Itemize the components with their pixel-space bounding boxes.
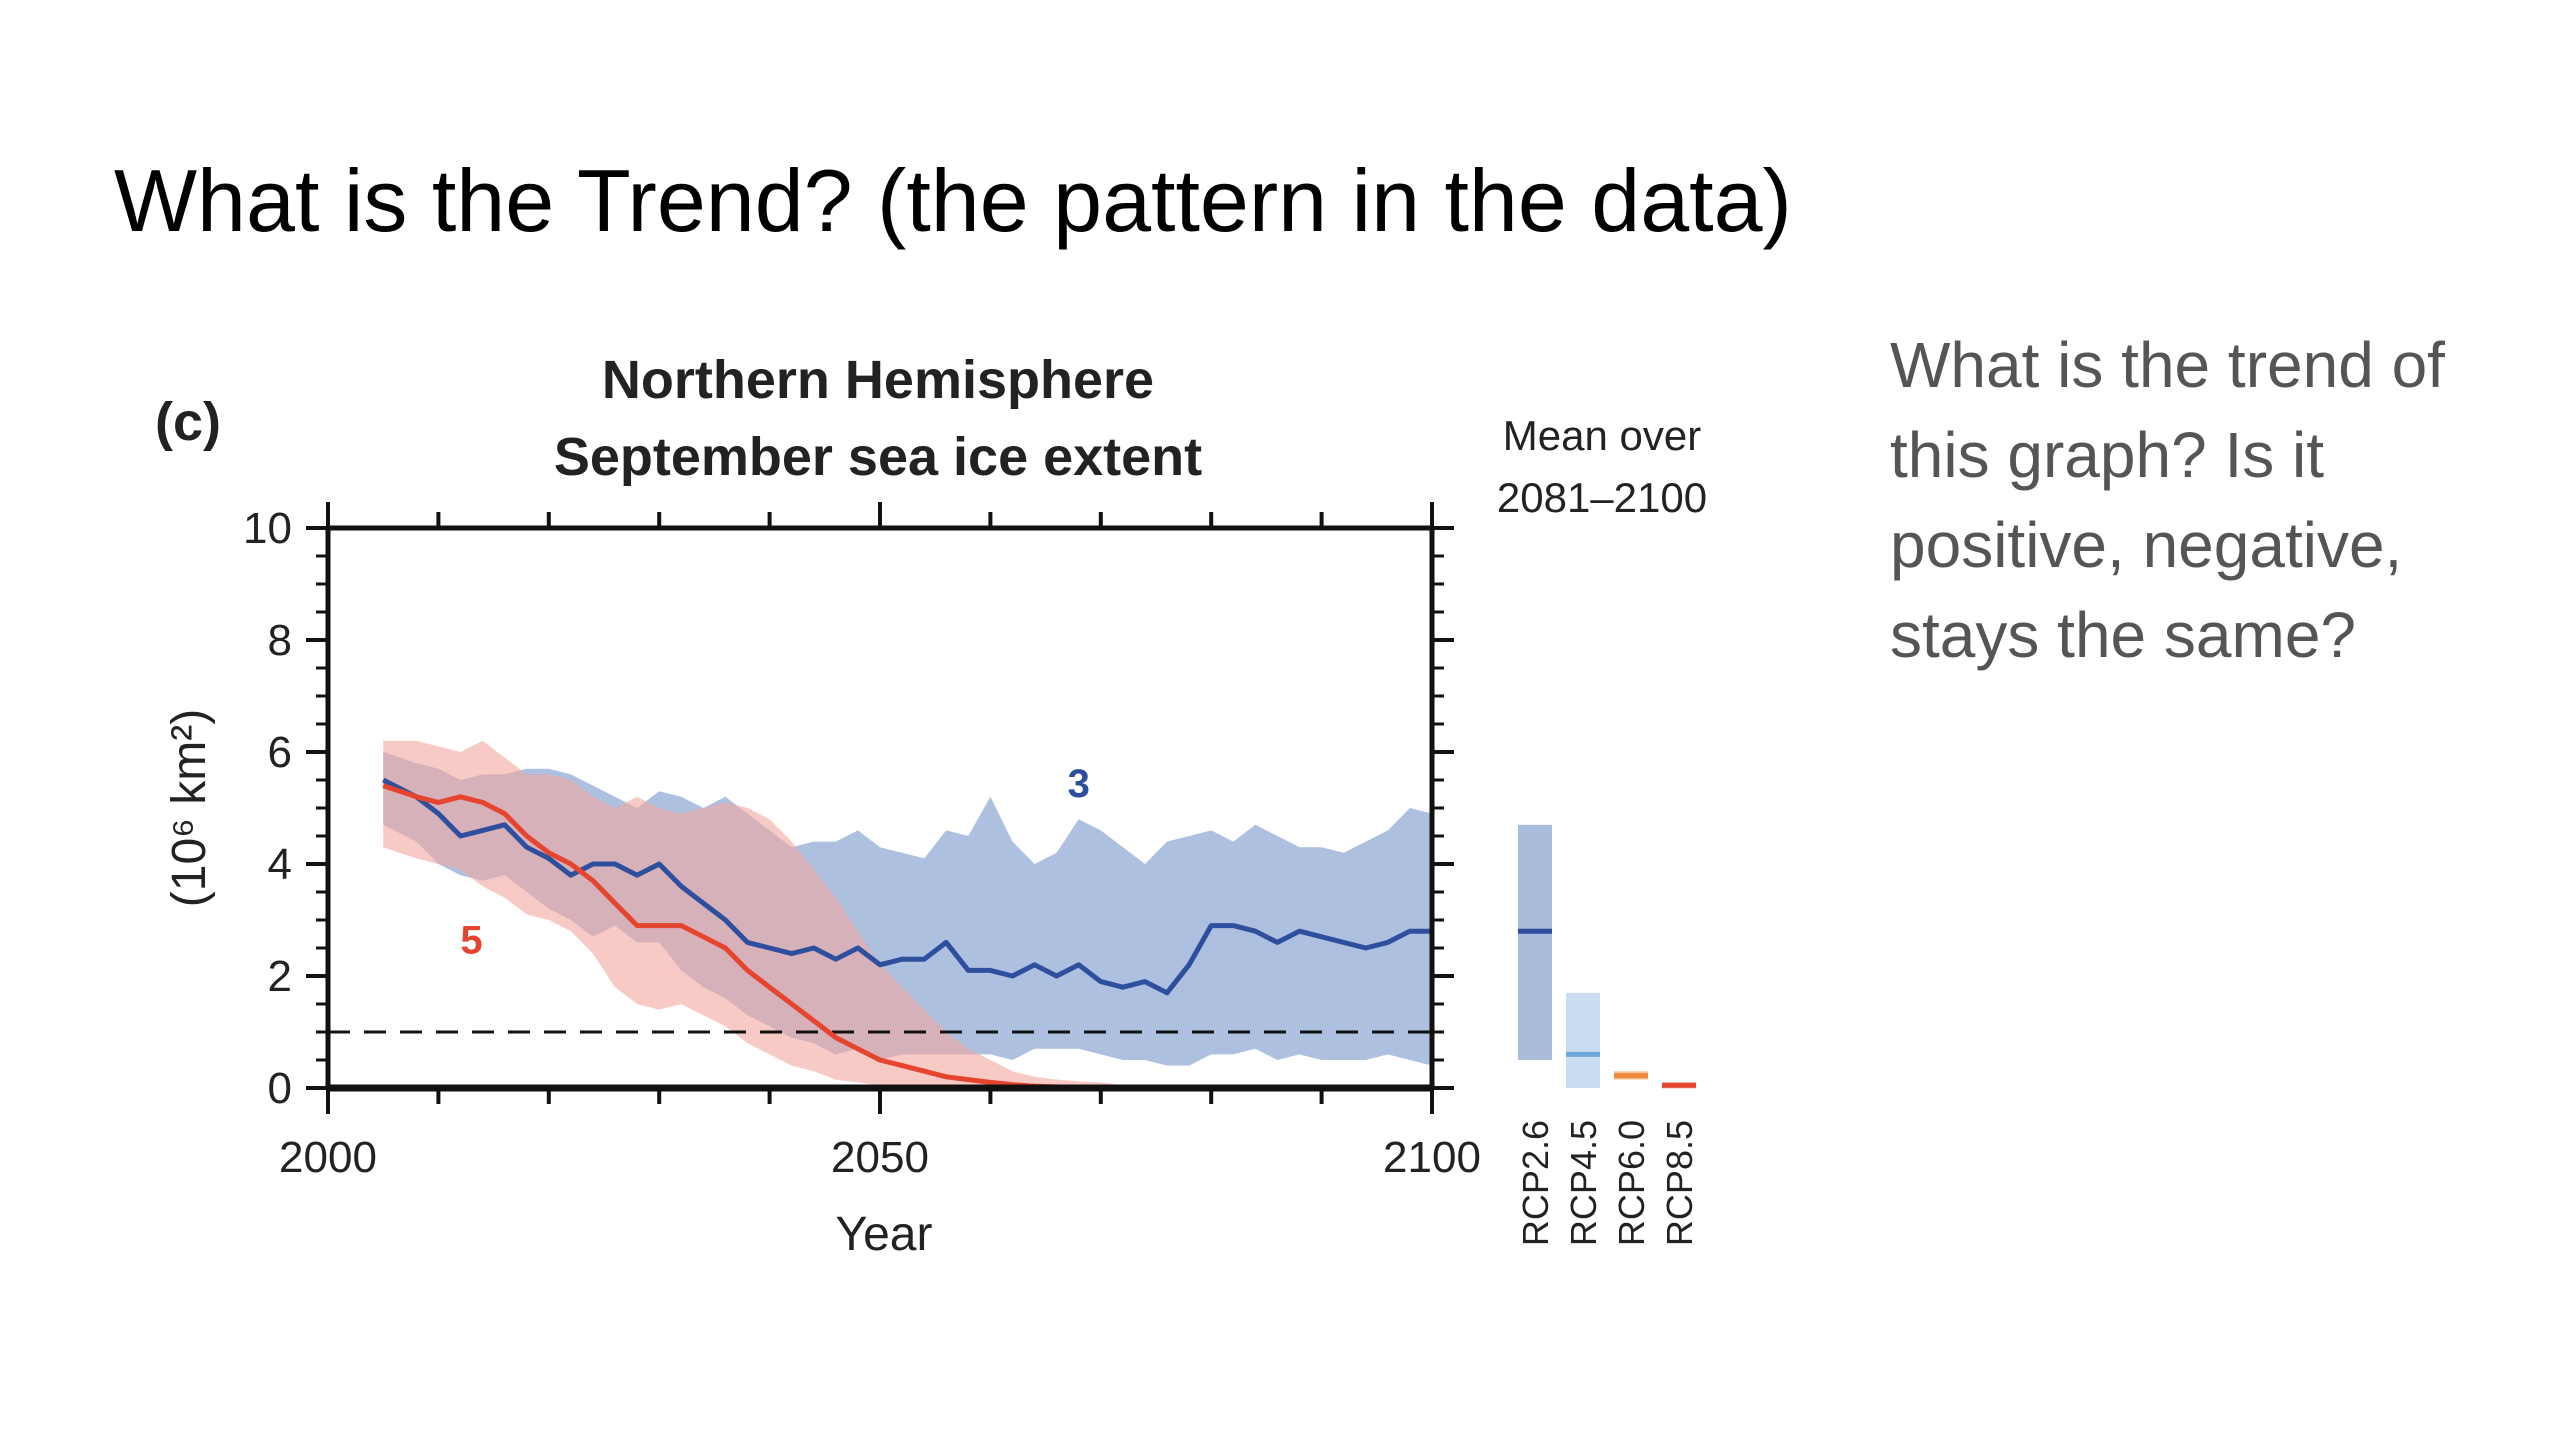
x-tick-label: 2100	[1383, 1133, 1481, 1182]
mean-bar-rcp26	[1518, 824, 1552, 1060]
y-tick-label: 8	[268, 616, 292, 665]
mean-bar-label-rcp45: RCP4.5	[1563, 1120, 1604, 1246]
mean-bar-label-rcp26: RCP2.6	[1515, 1120, 1556, 1246]
side-question: What is the trend of this graph? Is it p…	[1890, 329, 2445, 671]
mean-bar-rcp45	[1566, 992, 1600, 1088]
series-line-rcp26	[382, 777, 1432, 996]
mean-panel-title-line1: Mean over	[1503, 412, 1701, 459]
mean-panel-title-line2: 2081–2100	[1497, 474, 1707, 521]
y-tick-label: 2	[268, 952, 292, 1001]
band-rcp85	[383, 740, 1212, 1088]
model-count-rcp85: 5	[460, 919, 482, 963]
y-axis-label: (10⁶ km²)	[163, 709, 216, 907]
y-tick-label: 6	[268, 728, 292, 777]
mean-bar-label-rcp85: RCP8.5	[1659, 1120, 1700, 1246]
x-tick-label: 2000	[279, 1133, 377, 1182]
y-tick-label: 0	[268, 1064, 292, 1113]
panel-label: (c)	[155, 392, 221, 452]
y-tick-label: 10	[243, 504, 292, 553]
x-tick-label: 2050	[831, 1133, 929, 1182]
slide-title: What is the Trend? (the pattern in the d…	[114, 151, 1792, 250]
mean-bar-label-rcp60: RCP6.0	[1611, 1120, 1652, 1246]
y-tick-label: 4	[268, 840, 292, 889]
model-count-rcp26: 3	[1068, 762, 1090, 806]
x-axis-label: Year	[836, 1208, 933, 1261]
chart-title-line2: September sea ice extent	[554, 427, 1202, 487]
chart-title-line1: Northern Hemisphere	[602, 350, 1154, 410]
